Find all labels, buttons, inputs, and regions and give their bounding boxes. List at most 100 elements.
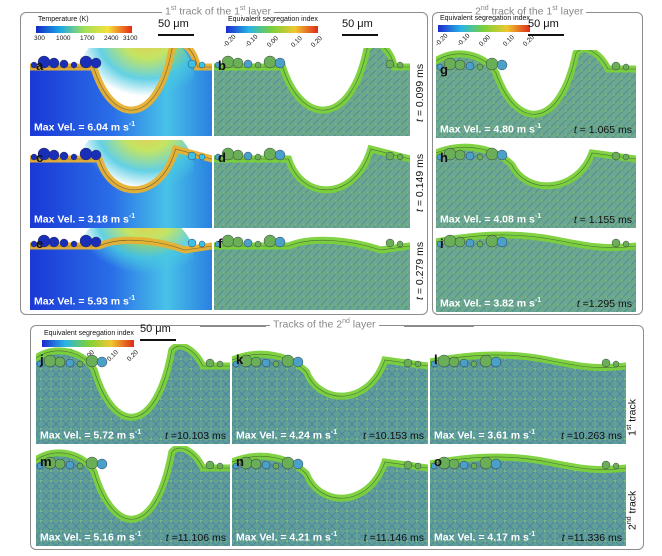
simulation-image-a: [30, 48, 212, 136]
powder-particle: [385, 59, 395, 69]
simulation-image-f: [214, 234, 410, 310]
panel-label: f: [218, 236, 223, 251]
powder-particle: [430, 360, 438, 368]
powder-particle: [187, 238, 197, 248]
powder-particle: [79, 147, 93, 161]
temperature-tick: 3100: [123, 35, 138, 42]
powder-particle: [65, 358, 75, 368]
powder-particle: [198, 240, 206, 248]
scale-bar-label: 50 μm: [158, 18, 189, 30]
scale-bar-line: [158, 34, 194, 36]
segregation-colorbar-2: [438, 25, 530, 32]
powder-particle: [243, 238, 253, 248]
scale-bar: 50 μm: [342, 18, 378, 36]
powder-particle: [205, 358, 215, 368]
max-velocity-label: Max Vel. = 4.80 m s-1: [440, 122, 542, 136]
powder-particle: [396, 153, 404, 161]
temperature-tick: 2400: [104, 35, 119, 42]
powder-particle: [443, 234, 457, 248]
powder-particle: [611, 238, 621, 248]
powder-particle: [454, 59, 466, 71]
melt-track-outline: [36, 447, 230, 520]
powder-particle: [281, 354, 295, 368]
powder-particle: [281, 456, 295, 470]
powder-particle: [214, 153, 222, 161]
panel-a: a Max Vel. = 6.04 m s-1: [30, 48, 212, 136]
powder-particle: [205, 460, 215, 470]
powder-particle: [490, 356, 502, 368]
title-line-right: [404, 326, 474, 327]
powder-particle: [611, 151, 621, 161]
panel-label: j: [40, 352, 44, 367]
group-title-second-layer: Tracks of the 2nd layer: [270, 318, 379, 331]
powder-particle: [187, 59, 197, 69]
powder-particle: [414, 462, 422, 470]
max-velocity-label: Max Vel. = 4.24 m s-1: [236, 428, 338, 442]
time-label: t = 1.155 ms: [573, 214, 632, 226]
powder-particle: [198, 153, 206, 161]
substrate: [430, 456, 626, 546]
powder-particle: [79, 55, 93, 69]
powder-particle: [232, 462, 240, 470]
substrate: [36, 447, 230, 546]
powder-particle: [254, 61, 262, 69]
panel-d: d: [214, 140, 410, 228]
panel-o: o Max Vel. = 4.17 m s-1 t =11.336 ms: [430, 446, 626, 546]
melt-track-outline: [30, 48, 212, 111]
time-label: t =11.336 ms: [561, 532, 622, 544]
powder-particle: [496, 149, 508, 161]
max-velocity-label: Max Vel. = 3.61 m s-1: [434, 428, 536, 442]
scale-bar-line: [528, 34, 564, 36]
powder-particle: [59, 59, 69, 69]
powder-particle: [243, 151, 253, 161]
substrate: [214, 48, 410, 136]
panel-l: l Max Vel. = 3.61 m s-1 t =10.263 ms: [430, 344, 626, 444]
segregation-colorbar-title-3: Equivalent segregation index: [44, 330, 134, 337]
panel-label: e: [36, 236, 44, 251]
powder-particle: [272, 462, 280, 470]
powder-particle: [250, 356, 262, 368]
scale-bar-label: 50 μm: [528, 18, 559, 30]
powder-particle: [36, 462, 44, 470]
melt-track-outline: [30, 148, 212, 191]
track-label-second: 2nd track: [626, 490, 639, 530]
powder-particle: [612, 360, 620, 368]
simulation-image-d: [214, 144, 410, 228]
scale-bar: 50 μm: [140, 323, 176, 341]
powder-particle: [622, 153, 630, 161]
scale-bar-line: [140, 339, 176, 341]
powder-particle: [187, 151, 197, 161]
powder-particle: [30, 240, 38, 248]
melt-track-outline: [232, 455, 428, 499]
time-label: t =10.153 ms: [363, 430, 424, 442]
powder-particle: [70, 240, 78, 248]
melt-track-outline: [430, 456, 626, 470]
melt-track-outline: [214, 48, 410, 111]
powder-particle: [221, 234, 235, 248]
powder-particle: [54, 356, 66, 368]
powder-particle: [479, 456, 493, 470]
powder-particle: [70, 61, 78, 69]
powder-particle: [272, 360, 280, 368]
powder-particle: [232, 236, 244, 248]
time-label-row1: t = 0.099 ms: [414, 63, 426, 122]
powder-particle: [254, 240, 262, 248]
powder-particle: [465, 151, 475, 161]
panel-m: m Max Vel. = 5.16 m s-1 t =11.106 ms: [36, 446, 230, 546]
powder-particle: [292, 356, 304, 368]
melt-track-outline: [214, 239, 410, 251]
powder-particle: [459, 460, 469, 470]
max-velocity-label: Max Vel. = 4.21 m s-1: [236, 530, 338, 544]
melt-track-outline: [436, 146, 636, 186]
powder-particle: [612, 462, 620, 470]
powder-particle: [479, 354, 493, 368]
time-label: t =10.103 ms: [165, 430, 226, 442]
simulation-image-c: [30, 140, 212, 228]
powder-particle: [414, 360, 422, 368]
powder-particle: [403, 460, 413, 470]
powder-particle: [36, 360, 44, 368]
powder-particle: [214, 61, 222, 69]
powder-particle: [90, 149, 102, 161]
substrate: [436, 50, 636, 138]
powder-particle: [485, 147, 499, 161]
